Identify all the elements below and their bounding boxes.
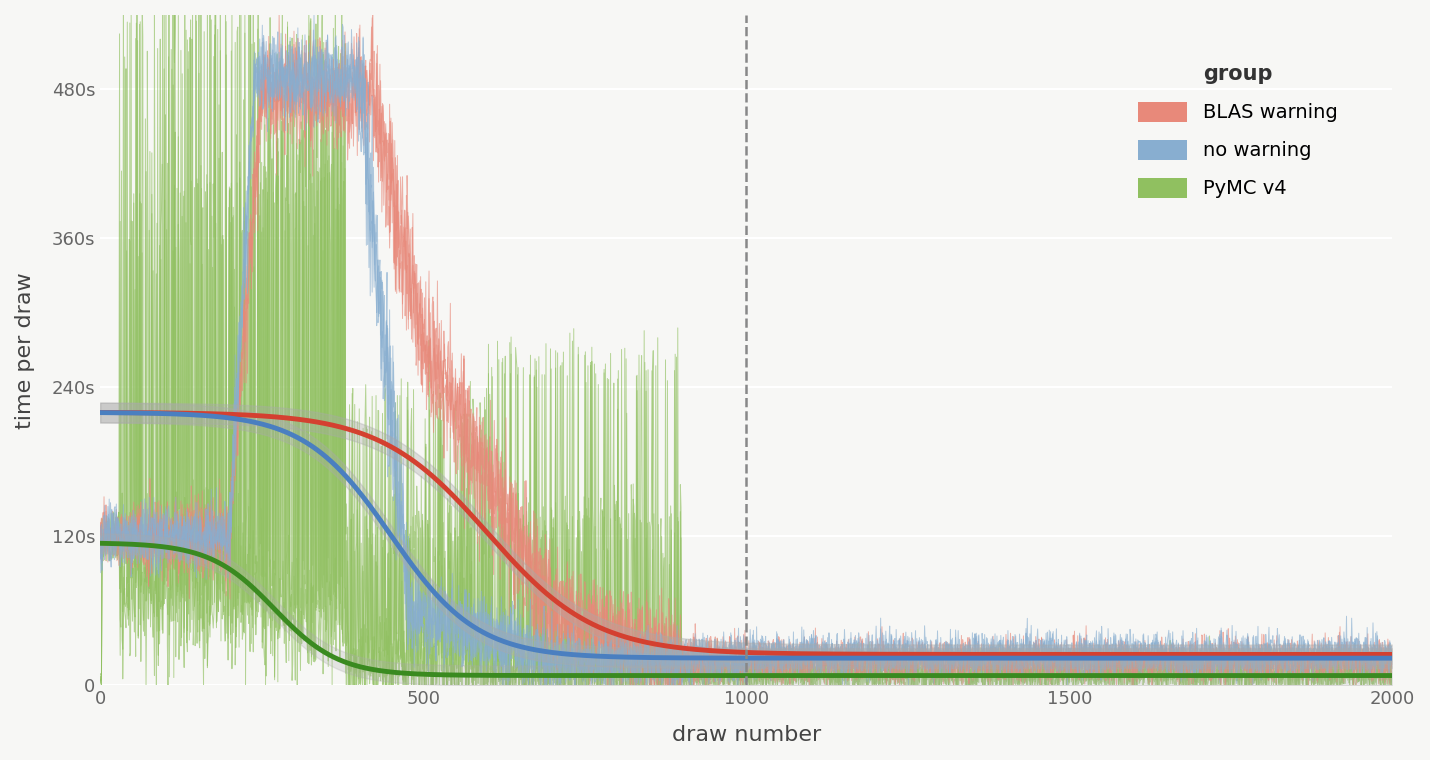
Y-axis label: time per draw: time per draw [14, 272, 34, 429]
Legend: BLAS warning, no warning, PyMC v4: BLAS warning, no warning, PyMC v4 [1120, 45, 1357, 218]
X-axis label: draw number: draw number [672, 725, 821, 745]
